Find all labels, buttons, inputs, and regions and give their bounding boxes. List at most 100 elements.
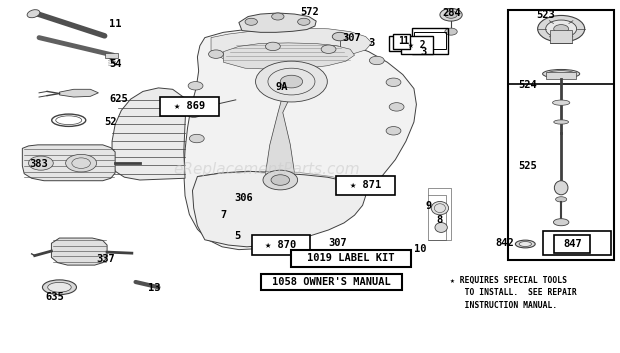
Text: 9A: 9A — [276, 82, 288, 92]
Circle shape — [265, 42, 280, 50]
Text: 307: 307 — [342, 32, 361, 43]
Ellipse shape — [554, 181, 568, 195]
Bar — [393, 34, 410, 48]
Bar — [414, 32, 446, 49]
Ellipse shape — [554, 120, 569, 124]
Text: 572: 572 — [301, 7, 319, 17]
Text: 842: 842 — [495, 238, 515, 248]
Ellipse shape — [435, 222, 448, 232]
Circle shape — [445, 28, 457, 35]
Text: 11: 11 — [109, 19, 122, 29]
Text: ★ 871: ★ 871 — [350, 180, 381, 190]
Polygon shape — [239, 13, 316, 32]
Text: 1: 1 — [403, 36, 409, 46]
Circle shape — [538, 16, 585, 42]
Circle shape — [546, 20, 577, 38]
Ellipse shape — [552, 100, 570, 105]
Polygon shape — [223, 43, 355, 69]
Polygon shape — [112, 88, 186, 180]
Ellipse shape — [547, 71, 575, 77]
Bar — [546, 72, 576, 79]
Circle shape — [271, 175, 290, 185]
Ellipse shape — [554, 219, 569, 226]
Polygon shape — [192, 171, 366, 247]
Bar — [543, 231, 611, 255]
Text: 3: 3 — [369, 38, 375, 48]
Circle shape — [272, 13, 284, 20]
Text: 635: 635 — [45, 292, 64, 302]
Text: 284: 284 — [443, 8, 461, 18]
Bar — [428, 189, 451, 240]
Text: 1019 LABEL KIT: 1019 LABEL KIT — [307, 253, 394, 263]
Text: 383: 383 — [29, 159, 48, 169]
Text: 307: 307 — [329, 238, 347, 248]
Bar — [252, 235, 310, 255]
Polygon shape — [265, 82, 298, 186]
Text: 306: 306 — [234, 193, 254, 203]
Polygon shape — [60, 89, 99, 97]
Circle shape — [298, 18, 310, 25]
Bar — [336, 176, 395, 195]
Text: 523: 523 — [536, 11, 554, 20]
Polygon shape — [22, 145, 115, 181]
Ellipse shape — [542, 70, 580, 78]
Bar — [105, 53, 118, 58]
Bar — [554, 235, 590, 253]
Text: 8: 8 — [437, 215, 443, 226]
Text: 525: 525 — [518, 161, 536, 171]
Circle shape — [208, 50, 223, 58]
Bar — [291, 250, 411, 267]
Text: ★ 869: ★ 869 — [174, 101, 205, 111]
Circle shape — [332, 32, 347, 41]
Text: 13: 13 — [148, 283, 161, 293]
Text: 5: 5 — [234, 231, 241, 241]
Circle shape — [554, 25, 569, 33]
Circle shape — [189, 134, 204, 143]
Ellipse shape — [48, 282, 71, 292]
Ellipse shape — [42, 280, 76, 295]
Text: 847: 847 — [563, 239, 582, 249]
Ellipse shape — [519, 241, 531, 246]
Circle shape — [263, 170, 298, 190]
Bar — [550, 30, 572, 43]
Circle shape — [188, 82, 203, 90]
Circle shape — [445, 11, 457, 18]
Ellipse shape — [27, 10, 40, 18]
Circle shape — [370, 56, 384, 65]
Bar — [260, 274, 402, 291]
Circle shape — [389, 103, 404, 111]
Text: 1058 OWNER'S MANUAL: 1058 OWNER'S MANUAL — [272, 277, 391, 287]
Bar — [401, 36, 433, 54]
Ellipse shape — [556, 197, 567, 202]
Text: 625: 625 — [109, 94, 128, 104]
Circle shape — [440, 8, 462, 21]
Bar — [508, 10, 614, 260]
Text: 524: 524 — [518, 80, 536, 90]
Circle shape — [245, 18, 257, 25]
Text: eReplacementParts.com: eReplacementParts.com — [174, 162, 360, 177]
Ellipse shape — [432, 202, 448, 215]
Polygon shape — [211, 28, 372, 64]
Text: ★ 870: ★ 870 — [265, 240, 296, 250]
Circle shape — [255, 61, 327, 102]
Polygon shape — [184, 29, 417, 250]
Text: 1: 1 — [399, 36, 404, 46]
Bar — [508, 10, 614, 84]
Bar — [389, 36, 411, 50]
Text: 10: 10 — [414, 244, 427, 254]
Text: 7: 7 — [220, 210, 226, 220]
Circle shape — [66, 154, 97, 172]
Circle shape — [29, 156, 53, 170]
Text: 9: 9 — [425, 202, 432, 211]
Polygon shape — [51, 238, 107, 265]
Text: 337: 337 — [97, 254, 115, 264]
Text: ★ 2: ★ 2 — [408, 40, 426, 50]
Circle shape — [386, 127, 401, 135]
Text: 3: 3 — [420, 47, 427, 57]
Text: 52: 52 — [105, 117, 117, 127]
Text: 54: 54 — [109, 59, 122, 69]
Circle shape — [186, 109, 201, 118]
Circle shape — [280, 75, 303, 88]
Text: ★ REQUIRES SPECIAL TOOLS
   TO INSTALL.  SEE REPAIR
   INSTRUCTION MANUAL.: ★ REQUIRES SPECIAL TOOLS TO INSTALL. SEE… — [450, 276, 577, 310]
Ellipse shape — [515, 240, 535, 248]
